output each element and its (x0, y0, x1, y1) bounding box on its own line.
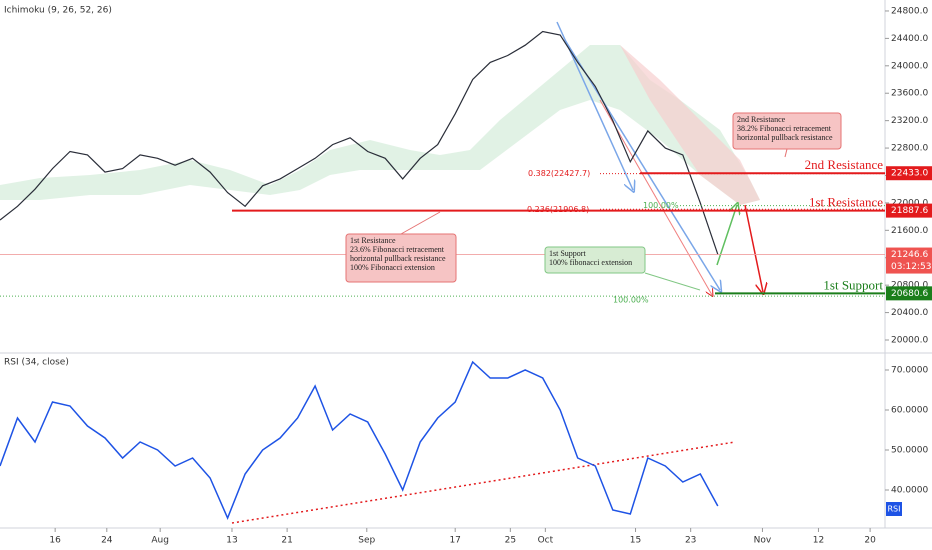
y-tick-label: 23200.0 (891, 116, 928, 126)
x-tick-label: 25 (505, 536, 516, 546)
countdown: 03:12:53 (891, 262, 931, 272)
callout-pointer (644, 272, 701, 291)
fib-label: 100.00% (643, 201, 679, 210)
callout-text: horizontal pullback resistance (350, 254, 446, 263)
series-line (0, 360, 719, 520)
callout-box (544, 246, 646, 274)
callout-box (732, 112, 842, 150)
level-name: 1st Resistance (809, 195, 883, 210)
level-badge (886, 286, 932, 301)
callout-text: horizontal pullback resistance (737, 133, 833, 142)
x-tick-label: Sep (358, 536, 375, 546)
y-tick-label: 24000.0 (891, 61, 928, 71)
callout-text: 1st Resistance (350, 236, 396, 245)
x-tick-label: Aug (151, 536, 169, 546)
y-tick-label: 22800.0 (891, 144, 928, 154)
y-tick-label: 60.0000 (891, 406, 928, 416)
callout-pointer (400, 211, 441, 235)
rsi-pane-title: RSI (34, close) (4, 358, 69, 368)
callout-pointer (784, 148, 788, 158)
x-tick-label: 12 (813, 536, 824, 546)
callout-text: 1st Support (549, 249, 586, 258)
callout-text: 2nd Resistance (737, 115, 786, 124)
y-tick-label: 50.0000 (891, 446, 928, 456)
x-tick-label: 17 (449, 536, 460, 546)
arrow (744, 204, 763, 292)
y-tick-label: 20000.0 (891, 336, 928, 346)
fib-label: 0.382(22427.7) (528, 169, 590, 178)
arrow (599, 99, 712, 295)
callout-text: 100% Fibonacci extension (350, 263, 435, 272)
rsi-badge (886, 502, 902, 516)
y-tick-label: 40.0000 (891, 486, 928, 496)
callout-text: 23.6% Fibonacci retracement (350, 245, 445, 254)
arrow (564, 39, 720, 290)
level-badge (886, 203, 932, 218)
callout-text: 38.2% Fibonacci retracement (737, 124, 832, 133)
series-line (0, 30, 719, 255)
x-tick-label: 13 (226, 536, 237, 546)
ichimoku-cloud-bear (620, 45, 760, 205)
callout-box (345, 233, 457, 283)
y-tick-label: 24800.0 (891, 6, 928, 16)
x-tick-label: 23 (685, 536, 696, 546)
level-badge (886, 166, 932, 181)
x-tick-label: 24 (101, 536, 113, 546)
fib-label: 0.236(21906.8) (527, 205, 589, 214)
level-name: 1st Support (823, 277, 883, 292)
price-pane-title: Ichimoku (9, 26, 52, 26) (4, 6, 112, 16)
y-tick-label: 21600.0 (891, 226, 928, 236)
level-badge-label: 22433.0 (891, 169, 928, 179)
x-tick-label: 21 (281, 536, 292, 546)
y-tick-label: 22000.0 (891, 198, 928, 208)
x-tick-label: 16 (49, 536, 61, 546)
x-tick-label: Nov (754, 536, 772, 546)
last-price-label: 21246.6 (891, 250, 928, 260)
x-tick-label: 15 (630, 536, 641, 546)
y-tick-label: 70.0000 (891, 366, 928, 376)
y-tick-label: 24400.0 (891, 34, 928, 44)
level-name: 2nd Resistance (805, 157, 884, 172)
y-tick-label: 20400.0 (891, 308, 928, 318)
fib-label: 100.00% (613, 296, 649, 305)
level-badge-label: 20680.6 (891, 289, 928, 299)
arrow (716, 205, 737, 266)
callout-text: 100% fibonacci extension (549, 258, 632, 267)
last-price-badge (886, 247, 932, 274)
y-tick-label: 23600.0 (891, 89, 928, 99)
x-tick-label: Oct (538, 536, 554, 546)
ichimoku-cloud (0, 45, 760, 205)
y-tick-label: 20800.0 (891, 281, 928, 291)
level-badge-label: 21887.6 (891, 206, 928, 216)
rsi-badge-label: RSI (888, 505, 901, 514)
x-tick-label: 20 (864, 536, 876, 546)
